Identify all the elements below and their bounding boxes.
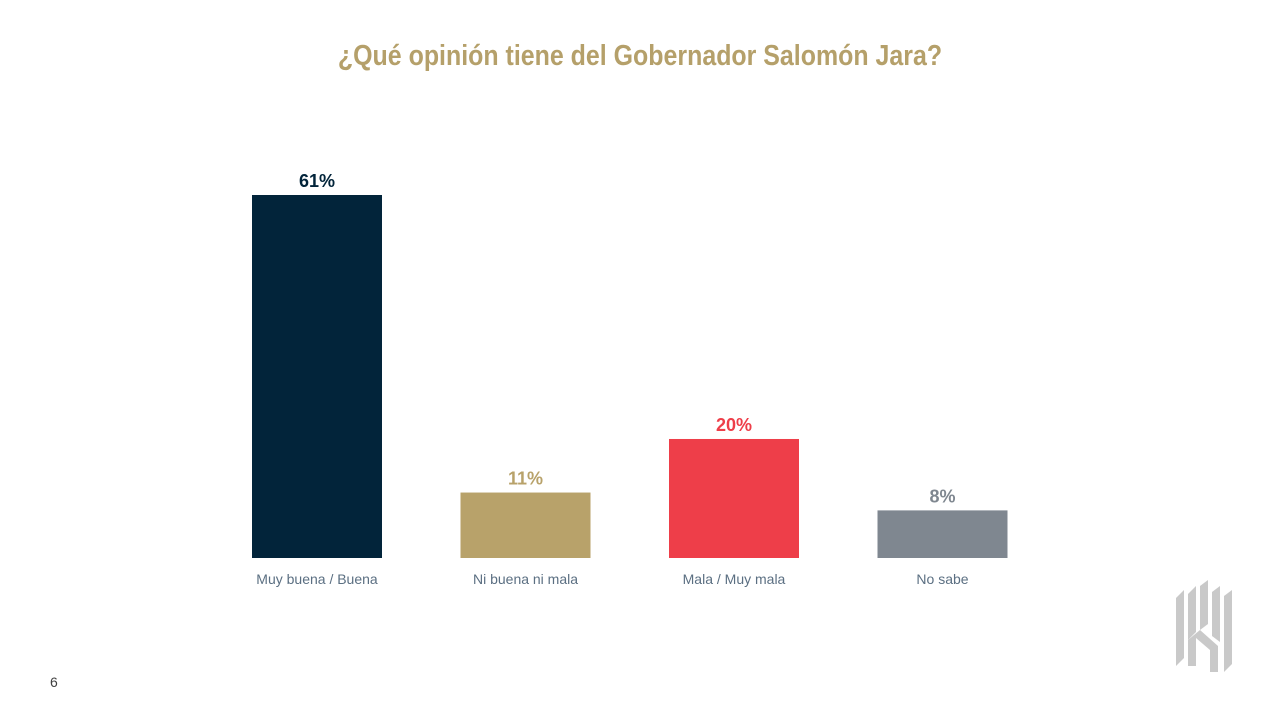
- value-label-1: 61%: [299, 171, 335, 191]
- value-label-2: 11%: [508, 469, 543, 489]
- bar-1: [252, 195, 382, 558]
- bar-2: [460, 492, 591, 558]
- category-label-1: Muy buena / Buena: [256, 571, 378, 587]
- value-label-4: 8%: [929, 486, 955, 506]
- category-label-4: No sabe: [916, 571, 968, 587]
- category-label-2: Ni buena ni mala: [473, 571, 578, 587]
- bar-3: [669, 438, 799, 558]
- category-label-3: Mala / Muy mala: [683, 571, 786, 587]
- chart-title: ¿Qué opinión tiene del Gobernador Salomó…: [337, 40, 943, 72]
- page-number: 6: [50, 674, 58, 690]
- brand-logo-icon: [1176, 580, 1232, 672]
- bar-4: [877, 510, 1008, 558]
- value-label-3: 20%: [716, 415, 752, 435]
